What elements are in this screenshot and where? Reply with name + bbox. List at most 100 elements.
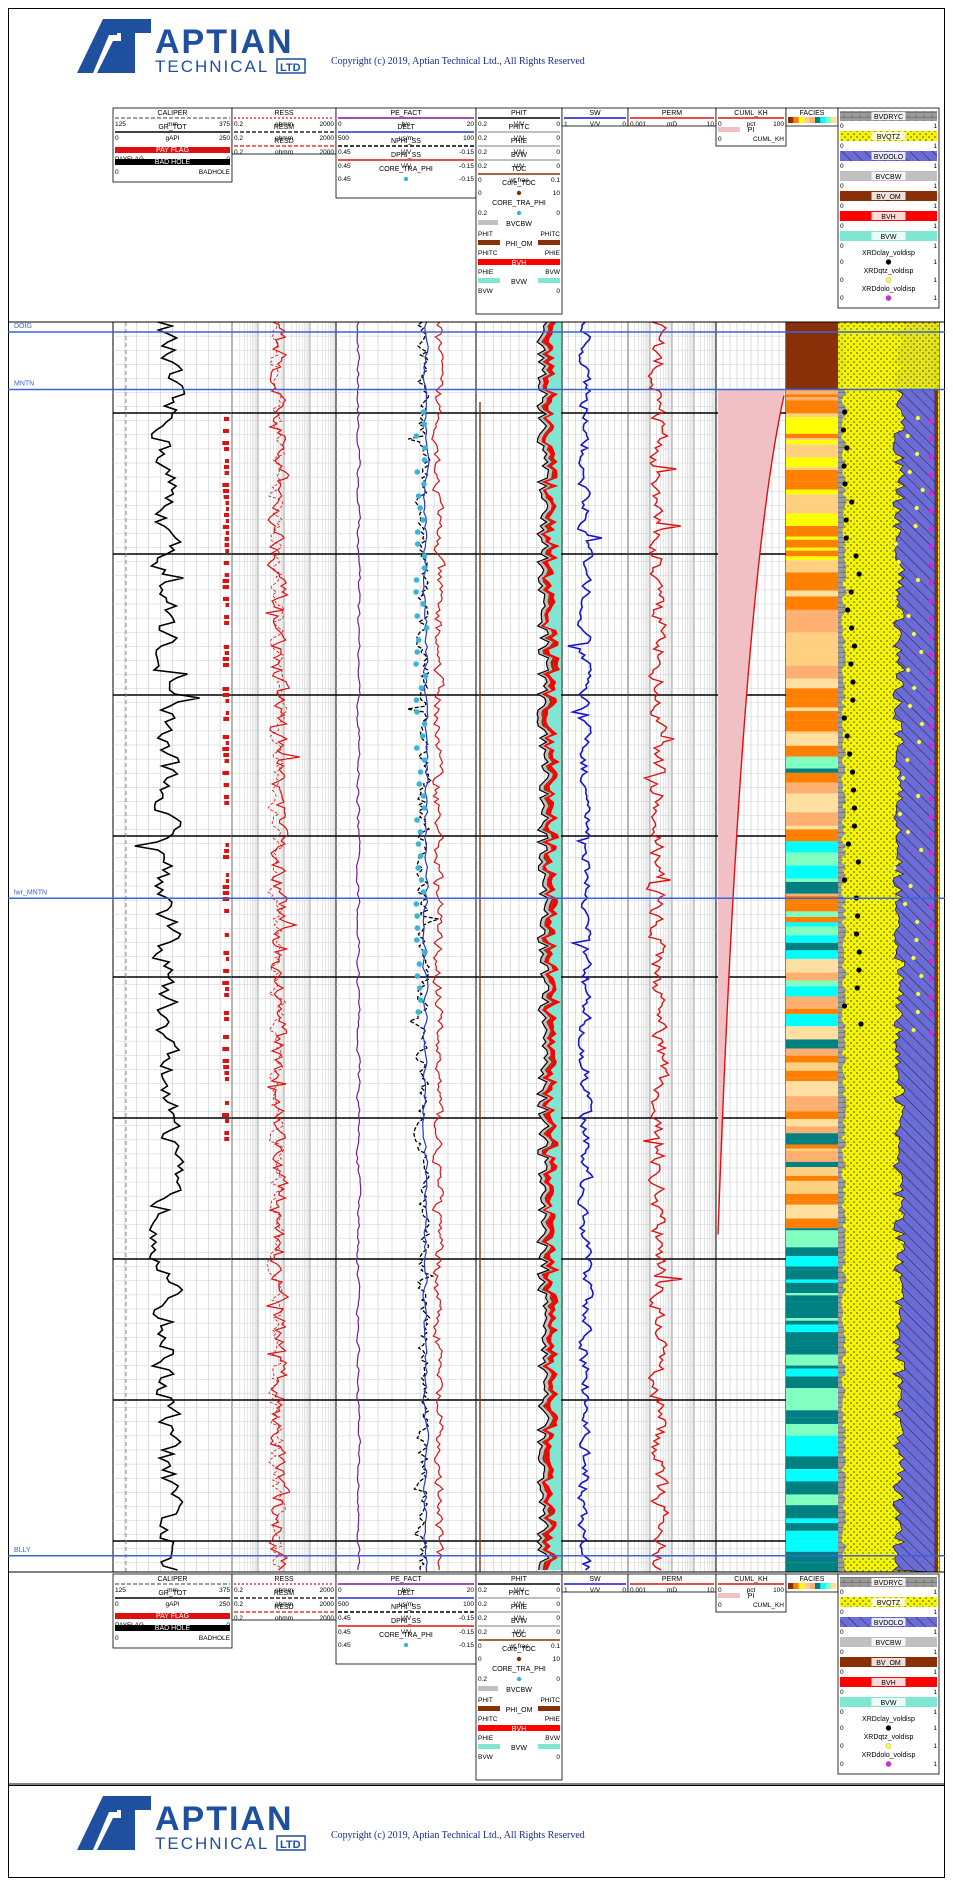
facies-band <box>786 413 838 418</box>
curve-title: RESS <box>274 1576 293 1583</box>
facies-band <box>786 922 838 927</box>
xrdqtz-point <box>905 829 911 835</box>
payflag-block <box>225 459 229 463</box>
core-phi-point <box>419 733 426 739</box>
facies-band <box>786 389 838 395</box>
facies-band <box>786 1494 838 1502</box>
scale-min: 0 <box>840 259 844 266</box>
xrdclay-point <box>850 787 857 793</box>
payflag-block <box>224 1137 229 1141</box>
scale-max: 1 <box>933 1649 937 1656</box>
xrdqtz-point <box>907 469 913 475</box>
payflag-block <box>225 957 229 961</box>
scale-unit: pct <box>747 121 756 128</box>
payflag-block <box>224 1071 229 1075</box>
scale-unit: us/m <box>399 135 413 142</box>
bvqtz-title: BVQTZ <box>877 134 901 141</box>
bvcbw-title: BVCBW <box>876 1640 902 1647</box>
core-phi-point <box>414 541 421 547</box>
core-phi-point <box>421 721 428 727</box>
core-phi-swatch <box>516 1676 522 1682</box>
header-box <box>335 1573 477 1665</box>
scale-max: 0 <box>556 149 560 156</box>
curve-title: DPHI_SS <box>391 152 421 159</box>
scale-max: 100 <box>773 121 784 128</box>
xrdclay-point <box>854 985 860 991</box>
core-phi-point <box>421 481 427 487</box>
curve-title: PHIE <box>511 138 528 145</box>
core-phi-point <box>420 889 427 895</box>
facies-band <box>786 1200 838 1205</box>
scale-max: 0 <box>556 163 560 170</box>
scale-min: 0 <box>840 1689 844 1696</box>
payflag-block <box>224 801 229 805</box>
brand-subname: TECHNICAL <box>155 57 269 75</box>
payflag-block <box>224 909 229 913</box>
xrddolo-point <box>928 1012 934 1018</box>
facies-band <box>786 720 838 732</box>
core-phi-point <box>421 757 428 763</box>
scale-min: 0 <box>478 190 482 197</box>
bvdolo-title: BVDOLO <box>874 154 904 161</box>
curve-title: RESD <box>274 1604 293 1611</box>
payflag-block <box>224 621 229 625</box>
facies-band <box>786 665 838 679</box>
core-phi-point <box>414 817 420 823</box>
xrdclay-point <box>850 697 856 703</box>
xrdclay-point <box>845 841 852 847</box>
curve-title: SW <box>589 1576 601 1583</box>
payflag-block <box>222 1047 229 1051</box>
xrddolo-point <box>928 490 934 496</box>
facies-band <box>786 1266 838 1270</box>
footer-brand-ltd: LTD <box>280 1839 301 1851</box>
badhole-swatch <box>115 1625 230 1631</box>
phi-om-fill <box>540 322 556 1570</box>
xrdqtz-title: XRDqtz_voldisp <box>864 268 914 275</box>
badhole-left: 0 <box>115 1635 119 1642</box>
xrddolo-title: XRDdolo_voldisp <box>862 286 916 293</box>
scale-min: 0.2 <box>478 1676 487 1683</box>
scale-max: 0 <box>622 121 626 128</box>
xrddolo-point <box>928 508 934 514</box>
facies-band <box>786 756 838 769</box>
bvdryc-fill <box>838 322 847 1572</box>
facies-band <box>786 400 838 414</box>
facies-band <box>786 1446 838 1457</box>
scale-unit: mm <box>167 121 178 128</box>
facies-band <box>786 1039 838 1049</box>
scale-unit: V/V <box>514 1587 525 1594</box>
xrdclay-point <box>853 931 860 937</box>
scale-min: 0 <box>840 1669 844 1676</box>
facies-band <box>786 1105 838 1112</box>
xrdqtz-point <box>914 937 919 943</box>
core-phi-point <box>417 985 423 991</box>
facies-band <box>786 1332 838 1346</box>
fill-right: 0 <box>556 1754 560 1761</box>
xrddolo-point <box>928 742 934 748</box>
core-phi-point <box>415 1009 422 1015</box>
facies-band <box>786 556 838 561</box>
bvcbw-title: BVCBW <box>876 174 902 181</box>
facies-band <box>786 1435 838 1447</box>
xrddolo-point <box>928 832 934 838</box>
fill-right: CUML_KH <box>753 136 784 143</box>
xrdclay-point <box>849 499 855 505</box>
scale-max: 0 <box>556 135 560 142</box>
facies-band <box>786 1307 838 1319</box>
scale-min: 0 <box>478 1643 482 1650</box>
core-phi-point <box>413 589 419 595</box>
payflag-block <box>225 603 229 607</box>
core-phi-swatch <box>403 1642 409 1648</box>
facies-title: FACIES <box>800 1576 825 1583</box>
scale-max: 0 <box>622 1587 626 1594</box>
facies-band <box>786 1077 838 1082</box>
fill-right: BVW <box>545 269 561 276</box>
fill-title: PAY FLAG <box>156 147 189 154</box>
fill-left: PHIE <box>478 269 494 276</box>
payflag-block <box>225 711 229 715</box>
scale-min: 0.45 <box>338 1642 351 1649</box>
facies-band <box>786 1530 838 1542</box>
xrdclay-point <box>843 517 849 523</box>
facies-swatch <box>825 1583 832 1589</box>
